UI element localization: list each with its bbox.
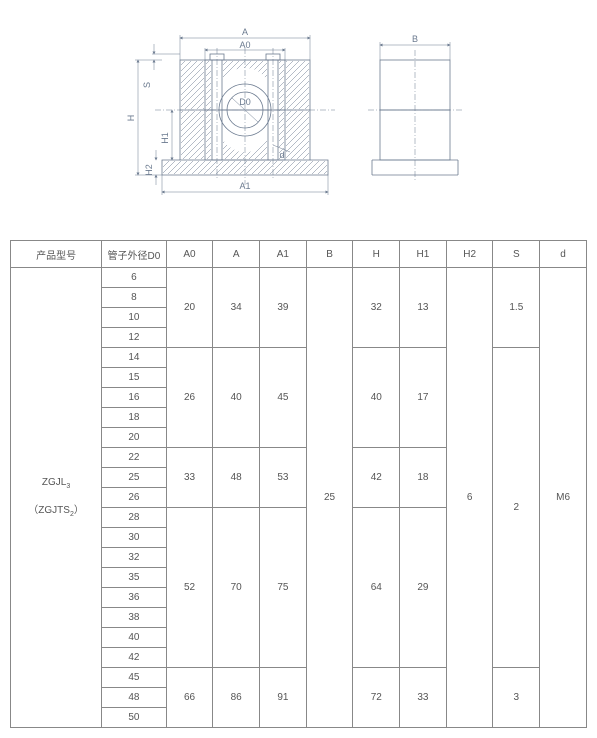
cell-d0: 42 [102, 648, 166, 668]
hdr-s: S [493, 241, 540, 268]
label-h2: H2 [144, 164, 154, 176]
cell-h: 64 [353, 508, 400, 668]
cell-d0: 32 [102, 548, 166, 568]
cell-a: 48 [213, 448, 260, 508]
header-row: 产品型号 管子外径D0 A0 A A1 B H H1 H2 S d [11, 241, 587, 268]
cell-d0: 12 [102, 328, 166, 348]
hdr-b: B [306, 241, 353, 268]
technical-drawing: D0 d A A0 A1 H S H1 H2 B [10, 10, 587, 220]
label-a0: A0 [239, 40, 250, 50]
cell-d0: 22 [102, 448, 166, 468]
cell-d0: 45 [102, 668, 166, 688]
cell-d0: 28 [102, 508, 166, 528]
cell-d0: 48 [102, 688, 166, 708]
cell-d0: 40 [102, 628, 166, 648]
label-s: S [142, 82, 152, 88]
table-row: ZGJL3（ZGJTS2）620343925321361.5M6 [11, 268, 587, 288]
cell-d0: 15 [102, 368, 166, 388]
cell-b: 25 [306, 268, 353, 728]
cell-a: 70 [213, 508, 260, 668]
cell-model: ZGJL3（ZGJTS2） [11, 268, 102, 728]
cell-s: 1.5 [493, 268, 540, 348]
drawing-svg: D0 d A A0 A1 H S H1 H2 B [10, 10, 587, 220]
cell-a0: 20 [166, 268, 213, 348]
hdr-h2: H2 [446, 241, 493, 268]
hdr-a0: A0 [166, 241, 213, 268]
hdr-a1: A1 [260, 241, 307, 268]
label-b: B [412, 34, 418, 44]
cell-d0: 30 [102, 528, 166, 548]
cell-s: 2 [493, 348, 540, 668]
cell-h1: 17 [400, 348, 447, 448]
cell-d0: 20 [102, 428, 166, 448]
cell-d0: 25 [102, 468, 166, 488]
label-a: A [242, 27, 248, 37]
label-h1: H1 [160, 132, 170, 144]
cell-d: M6 [540, 268, 587, 728]
cell-h: 32 [353, 268, 400, 348]
cell-d0: 35 [102, 568, 166, 588]
cell-a: 40 [213, 348, 260, 448]
label-h: H [126, 115, 136, 122]
cell-h1: 33 [400, 668, 447, 728]
cell-h: 72 [353, 668, 400, 728]
cell-a: 86 [213, 668, 260, 728]
cell-d0: 50 [102, 708, 166, 728]
hdr-d0: 管子外径D0 [102, 241, 166, 268]
dimensions-table: 产品型号 管子外径D0 A0 A A1 B H H1 H2 S d ZGJL3（… [10, 240, 587, 728]
cell-a0: 66 [166, 668, 213, 728]
cell-h: 40 [353, 348, 400, 448]
hdr-a: A [213, 241, 260, 268]
label-d-small: d [279, 150, 284, 160]
cell-d0: 36 [102, 588, 166, 608]
label-a1: A1 [239, 181, 250, 191]
cell-d0: 16 [102, 388, 166, 408]
cell-a0: 26 [166, 348, 213, 448]
cell-a0: 33 [166, 448, 213, 508]
label-d0: D0 [239, 97, 251, 107]
cell-d0: 18 [102, 408, 166, 428]
cell-d0: 38 [102, 608, 166, 628]
cell-a1: 45 [260, 348, 307, 448]
cell-a1: 91 [260, 668, 307, 728]
cell-a0: 52 [166, 508, 213, 668]
cell-s: 3 [493, 668, 540, 728]
hdr-h1: H1 [400, 241, 447, 268]
cell-h2: 6 [446, 268, 493, 728]
cell-a1: 53 [260, 448, 307, 508]
hdr-h: H [353, 241, 400, 268]
cell-d0: 10 [102, 308, 166, 328]
cell-d0: 14 [102, 348, 166, 368]
cell-a: 34 [213, 268, 260, 348]
hdr-model: 产品型号 [11, 241, 102, 268]
cell-h: 42 [353, 448, 400, 508]
cell-a1: 75 [260, 508, 307, 668]
cell-h1: 29 [400, 508, 447, 668]
hdr-d: d [540, 241, 587, 268]
cell-h1: 18 [400, 448, 447, 508]
cell-d0: 26 [102, 488, 166, 508]
cell-d0: 8 [102, 288, 166, 308]
cell-a1: 39 [260, 268, 307, 348]
cell-h1: 13 [400, 268, 447, 348]
cell-d0: 6 [102, 268, 166, 288]
